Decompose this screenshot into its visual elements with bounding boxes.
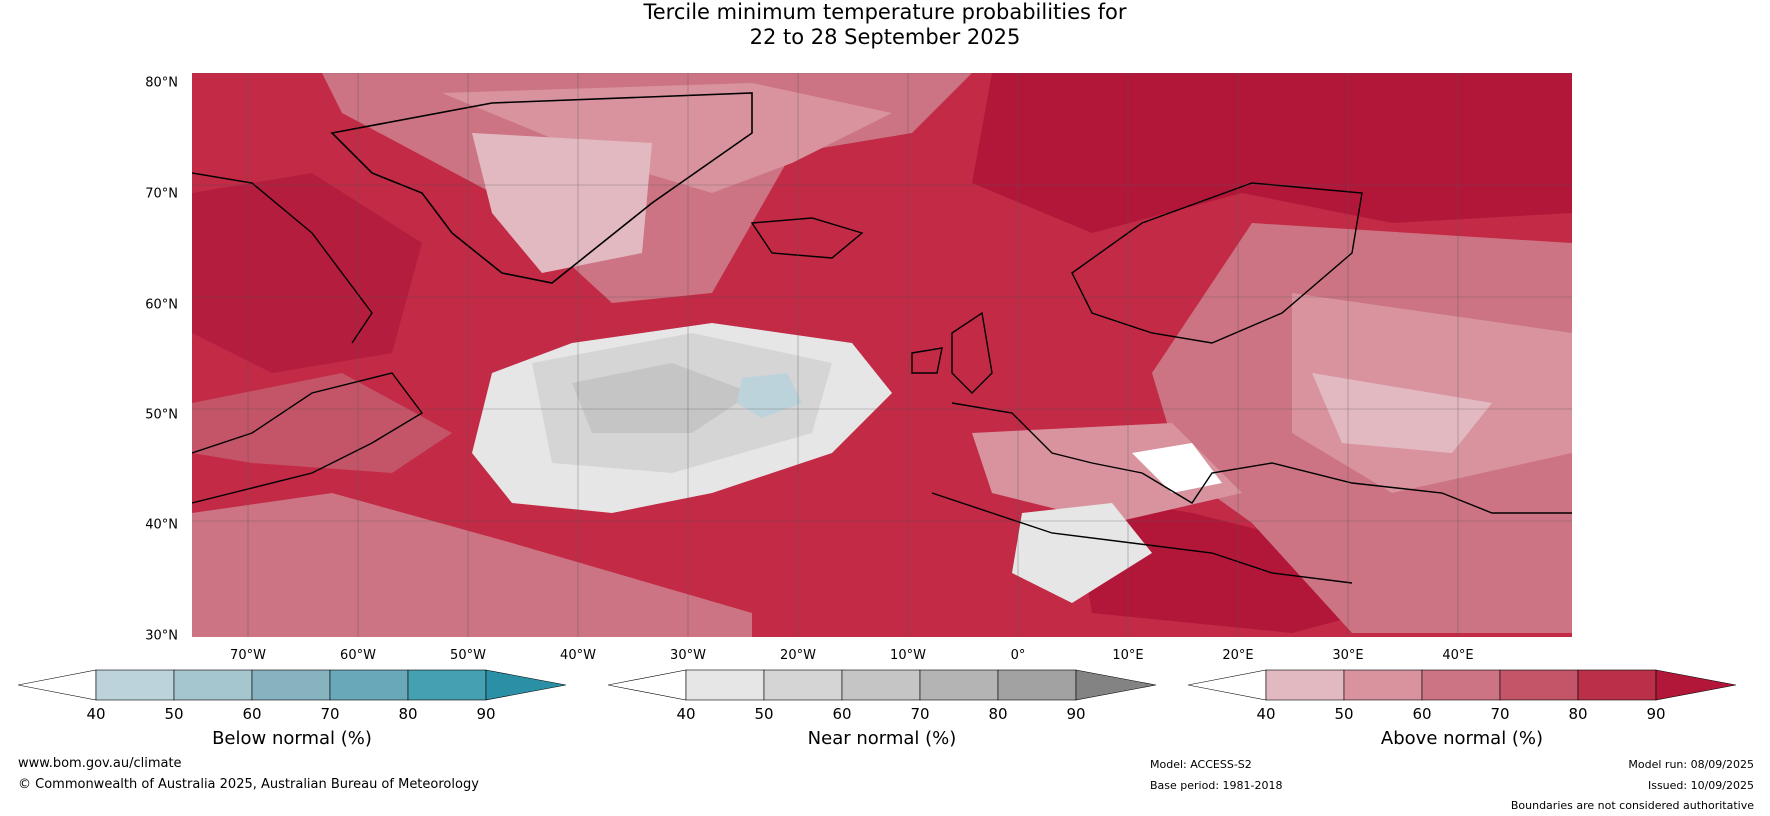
colorbar-near-tick-80: 80 [988,705,1008,723]
colorbar-above-normal: 40 50 60 70 80 90 Above normal (%) [1187,668,1737,760]
lon-label-30e: 30°E [1332,648,1364,663]
lat-label-50n: 50°N [145,407,178,423]
colorbar-above-label: Above normal (%) [1380,728,1544,749]
colorbar-below-tick-60: 60 [242,705,262,723]
colorbar-near-normal-scale [607,669,1157,701]
colorbar-below-normal-scale [17,669,567,701]
lat-label-40n: 40°N [145,517,178,533]
footer-base-period: Base period: 1981-2018 [1150,779,1283,792]
footer-issued: Issued: 10/09/2025 [1647,779,1754,792]
lon-label-50w: 50°W [450,648,486,663]
colorbar-near-normal: 40 50 60 70 80 90 Near normal (%) [607,668,1157,760]
lon-label-40e: 40°E [1442,648,1474,663]
lat-label-30n: 30°N [145,628,178,644]
colorbar-below-tick-50: 50 [164,705,184,723]
lat-label-80n: 80°N [145,75,178,91]
footer-copyright: © Commonwealth of Australia 2025, Austra… [18,777,479,792]
colorbar-near-tick-90: 90 [1066,705,1086,723]
colorbar-above-tick-50: 50 [1334,705,1354,723]
lat-label-70n: 70°N [145,186,178,202]
probability-map [192,73,1572,637]
lon-label-70w: 70°W [230,648,266,663]
colorbar-below-tick-40: 40 [86,705,106,723]
colorbar-above-tick-40: 40 [1256,705,1276,723]
colorbar-near-tick-70: 70 [910,705,930,723]
colorbar-below-tick-90: 90 [476,705,496,723]
lon-label-20e: 20°E [1222,648,1254,663]
lon-label-0: 0° [1010,648,1026,663]
colorbar-near-label: Near normal (%) [807,728,957,749]
colorbar-below-normal: 40 50 60 70 80 90 Below normal (%) [17,668,567,760]
colorbar-above-tick-60: 60 [1412,705,1432,723]
colorbar-above-tick-70: 70 [1490,705,1510,723]
lon-label-30w: 30°W [670,648,706,663]
colorbar-below-tick-70: 70 [320,705,340,723]
colorbar-below-label: Below normal (%) [212,728,372,749]
colorbar-near-tick-60: 60 [832,705,852,723]
lon-label-10w: 10°W [890,648,926,663]
footer-model: Model: ACCESS-S2 [1150,758,1252,771]
footer-model-run: Model run: 08/09/2025 [1628,758,1754,771]
colorbar-near-tick-40: 40 [676,705,696,723]
longitude-labels: 70°W 60°W 50°W 40°W 30°W 20°W 10°W 0° 10… [192,648,1572,668]
lat-label-60n: 60°N [145,297,178,313]
colorbar-above-normal-scale [1187,669,1737,701]
title-line-2: 22 to 28 September 2025 [749,25,1021,49]
colorbar-above-tick-90: 90 [1646,705,1666,723]
colorbar-near-tick-50: 50 [754,705,774,723]
title-line-1: Tercile minimum temperature probabilitie… [643,0,1127,24]
map-title: Tercile minimum temperature probabilitie… [0,0,1770,50]
lon-label-10e: 10°E [1112,648,1144,663]
colorbar-above-tick-80: 80 [1568,705,1588,723]
lon-label-60w: 60°W [340,648,376,663]
colorbar-below-tick-80: 80 [398,705,418,723]
lon-label-20w: 20°W [780,648,816,663]
lon-label-40w: 40°W [560,648,596,663]
footer-url: www.bom.gov.au/climate [18,756,182,771]
footer-disclaimer: Boundaries are not considered authoritat… [1510,799,1754,812]
latitude-labels: 80°N 70°N 60°N 50°N 40°N 30°N [120,73,178,644]
